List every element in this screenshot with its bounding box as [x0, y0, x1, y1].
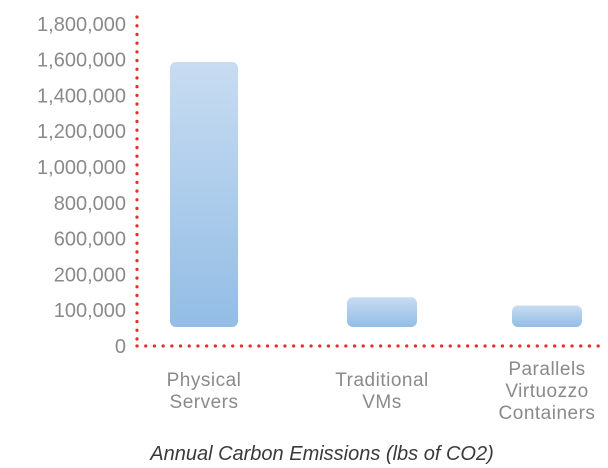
y-tick-label: 1,600,000 [37, 50, 126, 72]
bar [170, 62, 238, 327]
y-tick-label: 200,000 [54, 264, 126, 286]
y-axis-ticks: 0 100,000 200,000 600,000 800,000 1,000,000 1,… [37, 14, 126, 358]
y-tick-label: 1,400,000 [37, 85, 126, 107]
y-tick-label: 1,200,000 [37, 121, 126, 143]
chart-caption: Annual Carbon Emissions (lbs of CO2) [149, 443, 493, 465]
y-tick-label: 0 [115, 336, 126, 358]
category-label: Physical Servers [167, 370, 242, 413]
y-tick-label: 100,000 [54, 300, 126, 322]
category-labels: Physical Servers Traditional VMs Parallels Vi… [167, 359, 596, 424]
category-label: Traditional VMs [335, 370, 429, 413]
y-tick-label: 1,000,000 [37, 157, 126, 179]
bars [170, 62, 582, 327]
y-tick-label: 600,000 [54, 229, 126, 251]
bar [347, 297, 417, 327]
bar [512, 305, 582, 327]
category-label: Parallels Virtuozzo Containers [499, 359, 596, 424]
axes [135, 15, 606, 348]
y-tick-label: 1,800,000 [37, 14, 126, 36]
y-tick-label: 800,000 [54, 193, 126, 215]
